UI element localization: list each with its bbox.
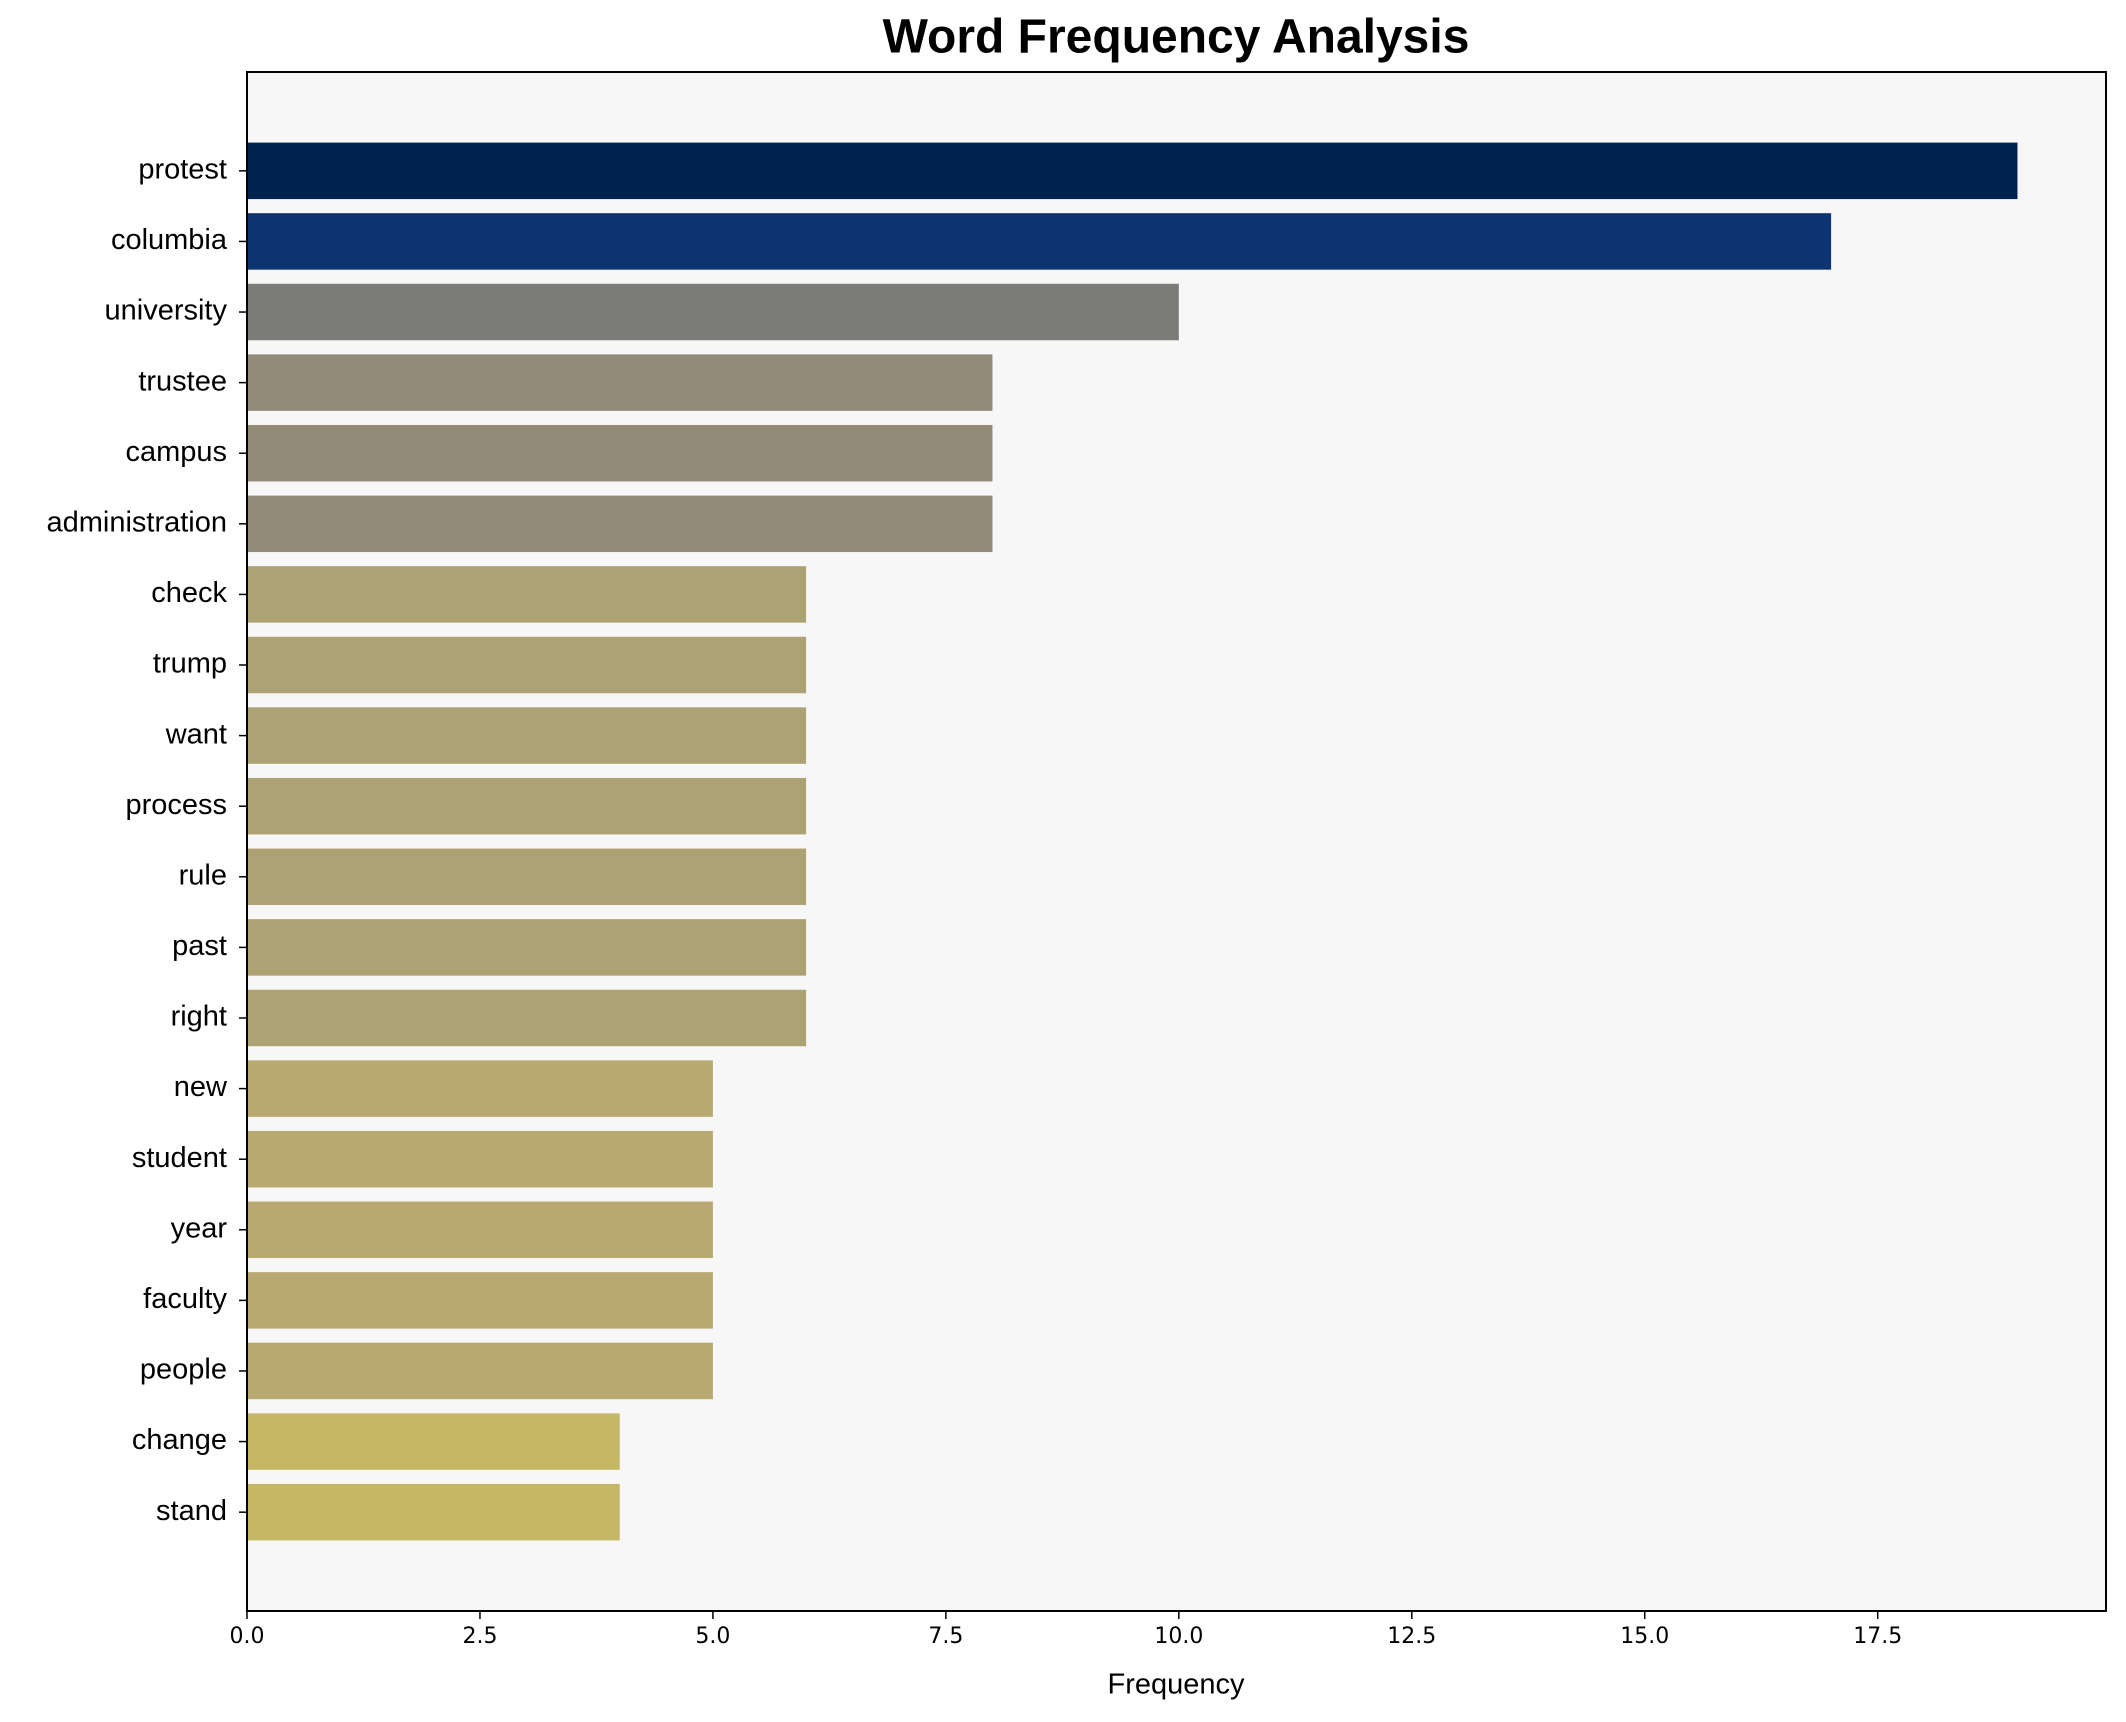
y-tick-label: university xyxy=(105,295,228,327)
y-tick-label: campus xyxy=(125,436,227,468)
bar xyxy=(247,919,807,976)
bar xyxy=(247,283,1179,341)
x-tick-label: 17.5 xyxy=(1853,1624,1902,1649)
y-tick-label: faculty xyxy=(143,1283,227,1315)
y-tick-label: rule xyxy=(179,859,227,891)
bar xyxy=(247,495,993,553)
bar xyxy=(247,354,993,411)
y-tick-label: protest xyxy=(138,153,227,185)
bar xyxy=(247,1130,713,1188)
y-tick-label: trump xyxy=(153,648,227,680)
y-tick-label: year xyxy=(171,1212,228,1244)
y-tick-label: change xyxy=(132,1424,227,1456)
y-tick-label: check xyxy=(151,577,227,609)
bar xyxy=(247,1272,713,1329)
chart-title: Word Frequency Analysis xyxy=(883,11,1470,64)
bar xyxy=(247,424,993,482)
bar xyxy=(247,1413,620,1470)
bar xyxy=(247,777,807,835)
x-tick-label: 5.0 xyxy=(695,1624,730,1649)
x-tick-label: 12.5 xyxy=(1387,1624,1436,1649)
x-tick-label: 7.5 xyxy=(928,1624,963,1649)
y-tick-label: stand xyxy=(156,1495,227,1527)
bar xyxy=(247,848,807,906)
x-tick-label: 2.5 xyxy=(462,1624,497,1649)
bar xyxy=(247,636,807,694)
x-tick-label: 10.0 xyxy=(1154,1624,1203,1649)
y-tick-label: trustee xyxy=(138,365,227,397)
bar xyxy=(247,142,2018,200)
bar xyxy=(247,1483,620,1541)
y-tick-label: want xyxy=(165,718,227,750)
bar xyxy=(247,1201,713,1259)
x-tick-label: 15.0 xyxy=(1620,1624,1669,1649)
y-tick-label: right xyxy=(171,1001,227,1033)
x-axis-label: Frequency xyxy=(1107,1669,1245,1701)
y-tick-label: student xyxy=(132,1142,227,1174)
y-tick-label: columbia xyxy=(111,224,228,256)
y-tick-label: past xyxy=(172,930,227,962)
bar xyxy=(247,707,807,764)
y-tick-label: people xyxy=(140,1354,227,1386)
y-tick-label: administration xyxy=(46,506,227,538)
bar xyxy=(247,989,807,1047)
bar xyxy=(247,213,1832,270)
bar xyxy=(247,566,807,623)
y-tick-label: new xyxy=(174,1071,228,1103)
y-tick-label: process xyxy=(125,789,227,821)
bar xyxy=(247,1342,713,1400)
axes-frame xyxy=(246,71,2107,1612)
x-tick-label: 0.0 xyxy=(230,1624,265,1649)
bar xyxy=(247,1060,713,1117)
